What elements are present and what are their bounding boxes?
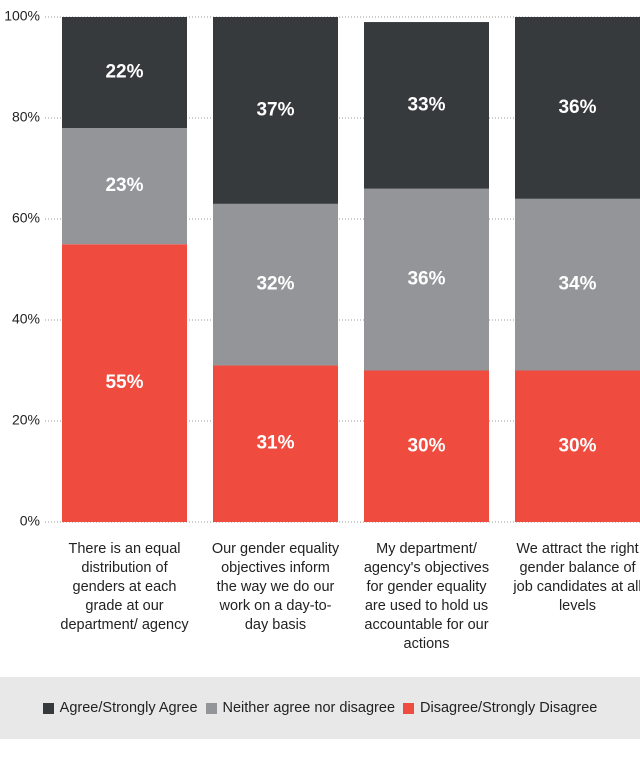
legend-item: Neither agree nor disagree [205, 700, 396, 716]
data-label: 33% [407, 94, 445, 115]
bar-segment [515, 370, 640, 522]
data-label: 36% [407, 269, 445, 290]
bar-segment [62, 17, 187, 129]
data-label: 55% [105, 372, 143, 393]
bar-segment [213, 17, 338, 204]
y-tick-label: 0% [20, 513, 40, 529]
legend-label: Disagree/Strongly Disagree [420, 700, 598, 716]
bar-segment [515, 198, 640, 371]
y-tick-label: 40% [12, 311, 40, 327]
bar-segment [364, 188, 489, 371]
bar-segment [364, 370, 489, 522]
x-tick-label: My department/ agency's objectives for g… [363, 541, 490, 652]
legend: Agree/Strongly Agree Neither agree nor di… [0, 677, 640, 739]
chart: 0% 20% 40% 60% 80% 100% 55% 23% 22% 31% 32% 37% 30% 3… [4, 8, 640, 529]
data-label: 37% [256, 99, 294, 120]
legend-item: Agree/Strongly Agree [42, 700, 198, 716]
y-tick-label: 100% [4, 8, 40, 24]
data-label: 34% [558, 274, 596, 295]
x-tick-label: We attract the right gender balance of j… [513, 541, 640, 614]
y-tick-label: 60% [12, 210, 40, 226]
legend-swatch [42, 702, 54, 714]
data-label: 22% [105, 62, 143, 83]
legend-item: Disagree/Strongly Disagree [403, 700, 597, 716]
data-label: 30% [558, 435, 596, 456]
bar-segment [62, 244, 187, 522]
bar-segment [213, 365, 338, 522]
legend-swatch [403, 702, 415, 714]
y-tick-label: 80% [12, 109, 40, 125]
x-tick-label: Our gender equality objectives inform th… [211, 541, 340, 633]
x-tick-label: There is an equal distribution of gender… [60, 541, 189, 633]
data-label: 23% [105, 175, 143, 196]
bar-segment [62, 128, 187, 245]
bar-segment [515, 17, 640, 199]
data-label: 31% [256, 433, 294, 454]
bar-segment [213, 203, 338, 366]
legend-label: Agree/Strongly Agree [59, 700, 198, 716]
data-label: 30% [407, 435, 445, 456]
data-label: 32% [256, 274, 294, 295]
bar-segment [364, 22, 489, 189]
y-tick-label: 20% [12, 412, 40, 428]
legend-label: Neither agree nor disagree [222, 700, 396, 716]
data-label: 36% [558, 97, 596, 118]
legend-swatch [205, 702, 217, 714]
